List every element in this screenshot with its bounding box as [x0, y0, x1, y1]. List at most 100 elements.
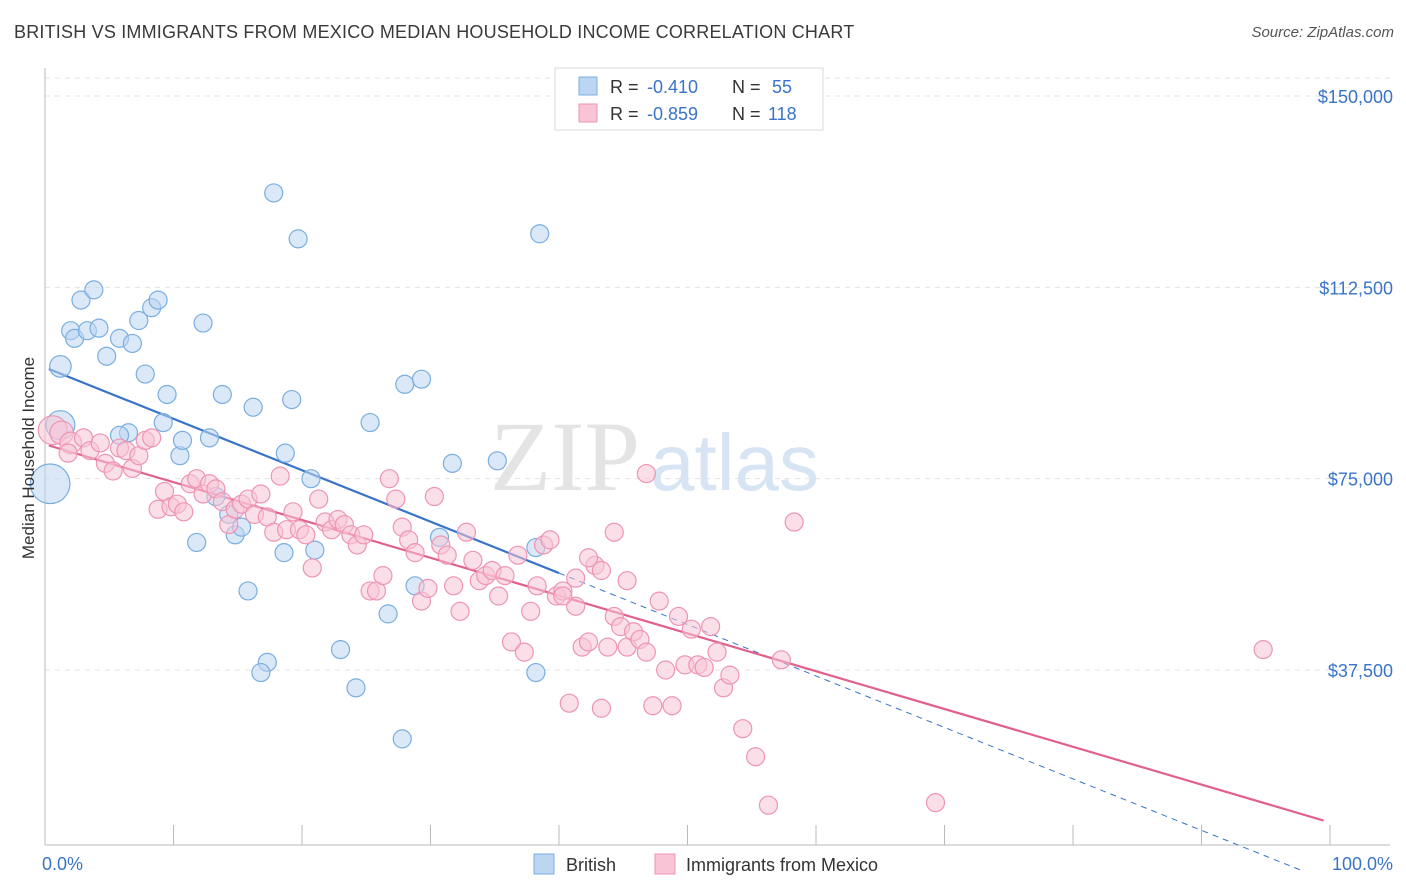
x-tick-label-start: 0.0% [42, 854, 83, 874]
mexico-point [681, 619, 701, 639]
mexico-point [649, 591, 669, 611]
british-point [288, 229, 308, 249]
watermark-atlas: atlas [650, 418, 819, 507]
legend-label-british: British [566, 855, 616, 875]
mexico-point [302, 558, 322, 578]
stats-n-value-mexico: 118 [768, 104, 797, 124]
mexico-point [270, 466, 290, 486]
mexico-point [604, 522, 624, 542]
mexico-point [489, 586, 509, 606]
mexico-point [720, 665, 740, 685]
stats-legend: R = -0.410 N = 55 R = -0.859 N = 118 [554, 67, 824, 131]
mexico-point [174, 502, 194, 522]
data-points [29, 183, 1273, 815]
mexico-point [373, 566, 393, 586]
british-point [330, 639, 351, 660]
mexico-point [598, 637, 618, 657]
mexico-point [566, 596, 586, 616]
stats-n-label-mexico: N = [732, 104, 761, 124]
mexico-point [668, 606, 689, 627]
chart-title: BRITISH VS IMMIGRANTS FROM MEXICO MEDIAN… [14, 22, 855, 42]
british-point [122, 333, 142, 354]
mexico-point [771, 650, 791, 670]
stats-n-label-british: N = [732, 77, 761, 97]
british-point [199, 428, 220, 448]
mexico-point [450, 601, 470, 621]
axes [44, 68, 1390, 846]
x-tick-label-end: 100.0% [1332, 854, 1393, 874]
british-point [301, 469, 321, 489]
mexico-point [521, 601, 541, 621]
gridlines [45, 77, 1395, 671]
y-axis-label: Median Household Income [19, 357, 38, 559]
british-point [392, 729, 412, 749]
british-point [360, 412, 380, 433]
mexico-point [495, 566, 515, 586]
mexico-point [578, 632, 599, 652]
mexico-point [636, 642, 656, 662]
mexico-point [636, 463, 656, 484]
mexico-point [501, 632, 522, 652]
mexico-point [58, 443, 78, 463]
mexico-point [566, 568, 586, 588]
stats-swatch-mexico [578, 103, 598, 123]
mexico-point [90, 433, 110, 453]
mexico-point [707, 642, 727, 662]
british-point [153, 412, 173, 433]
mexico-point [251, 484, 271, 504]
stats-r-label-british: R = [610, 77, 639, 97]
mexico-point [527, 576, 547, 596]
british-point [84, 280, 104, 300]
british-point [49, 355, 72, 378]
y-tick-label: $75,000 [1328, 470, 1393, 490]
british-point [346, 678, 366, 698]
mexico-point [463, 550, 483, 570]
british-point [89, 318, 109, 338]
british-point [135, 364, 155, 384]
british-point [97, 346, 117, 366]
mexico-point [309, 489, 329, 509]
mexico-point [694, 657, 714, 678]
british-point [275, 443, 295, 463]
british-point [378, 604, 398, 624]
stats-r-value-british: -0.410 [647, 77, 698, 97]
mexico-point [456, 522, 477, 542]
british-point [71, 290, 91, 310]
legend-swatch-mexico [654, 853, 676, 875]
british-point [442, 453, 462, 473]
mexico-point [354, 525, 374, 545]
mexico-point [925, 793, 946, 813]
mexico-point [1253, 639, 1273, 660]
legend-label-mexico: Immigrants from Mexico [686, 855, 878, 875]
british-point [251, 662, 271, 683]
mexico-point [424, 486, 444, 507]
mexico-point [662, 696, 682, 716]
mexico-point [701, 617, 721, 637]
mexico-point [103, 461, 123, 481]
mexico-point [656, 660, 676, 680]
british-point [282, 389, 302, 410]
watermark: ZIP atlas [490, 401, 819, 512]
stats-r-label-mexico: R = [610, 104, 639, 124]
british-point [148, 290, 168, 310]
british-point [157, 384, 177, 405]
mexico-point [784, 512, 804, 532]
mexico-point [733, 719, 753, 739]
british-point [238, 581, 258, 601]
stats-n-value-british: 55 [772, 77, 792, 97]
series-mexico-points [37, 415, 1273, 815]
british-point [411, 369, 432, 389]
mexico-point [540, 530, 560, 550]
british-point [274, 543, 294, 563]
mexico-point [514, 642, 534, 662]
mexico-point [758, 795, 779, 815]
stats-r-value-mexico: -0.859 [647, 104, 698, 124]
british-point [526, 662, 546, 683]
british-point [193, 313, 213, 333]
british-point [264, 183, 284, 203]
mexico-point [746, 747, 766, 767]
y-tick-labels: $150,000 $112,500 $75,000 $37,500 [1318, 87, 1393, 681]
y-tick-label: $112,500 [1319, 278, 1393, 298]
british-point [129, 310, 149, 331]
